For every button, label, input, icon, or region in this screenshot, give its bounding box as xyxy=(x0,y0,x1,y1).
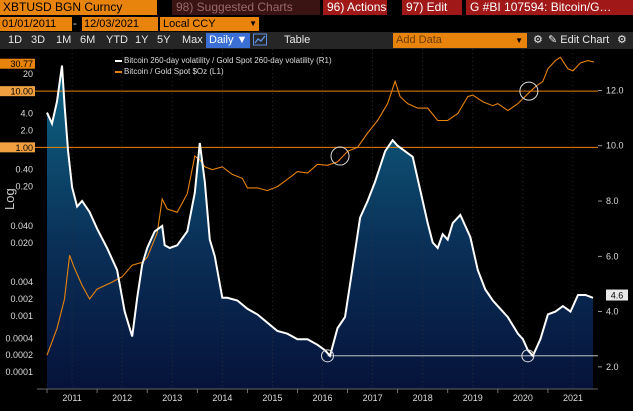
currency-select[interactable]: Local CCY ▼ xyxy=(160,17,259,31)
frequency-select[interactable]: Daily ▼ xyxy=(206,33,251,48)
title-bar: XBTUSD BGN Curncy 98) Suggested Charts 9… xyxy=(0,0,633,16)
annotation-circle xyxy=(521,349,535,363)
x-axis-tick-label: 2011 xyxy=(62,393,81,403)
settings-gear-icon[interactable]: ⚙ xyxy=(533,34,543,46)
currency-label: Local CCY xyxy=(163,18,216,30)
volatility-ratio-line xyxy=(46,65,594,358)
left-axis-tick: 0.0004 xyxy=(5,333,33,343)
chart-legend: Bitcoin 260-day volatility / Gold Spot 2… xyxy=(115,55,332,77)
legend-swatch-orange xyxy=(115,71,122,73)
left-axis-value-box xyxy=(0,58,35,69)
line-chart-icon[interactable] xyxy=(253,32,267,47)
right-axis-tick: 4.0 xyxy=(606,307,619,317)
frequency-label: Daily xyxy=(209,34,234,46)
annotation-circle xyxy=(330,146,350,166)
range-6m[interactable]: 6M xyxy=(80,34,96,46)
left-axis-label: Log xyxy=(2,188,17,210)
edit-chart-button[interactable]: ✎ Edit Chart xyxy=(548,33,609,48)
left-axis-tick: 0.040 xyxy=(10,221,33,231)
left-axis-tick: 0.001 xyxy=(10,311,33,321)
left-axis-tick: 0.40 xyxy=(15,165,33,175)
range-1d[interactable]: 1D xyxy=(8,34,23,46)
annotation-circle xyxy=(519,81,539,101)
security-field[interactable]: XBTUSD BGN Curncy xyxy=(0,0,157,15)
annotation-circle xyxy=(321,349,335,363)
add-data-input[interactable]: Add Data ▼ xyxy=(393,33,527,48)
edit-chart-label: Edit Chart xyxy=(560,34,610,46)
chart-panel: 20 4.0 2.0 0.40 0.20 0.040 0.020 0.004 0.002 0.00… xyxy=(0,49,633,406)
legend-label: Bitcoin 260-day volatility / Gold Spot 2… xyxy=(124,56,332,65)
x-axis-tick-label: 2015 xyxy=(262,393,282,403)
toolbar: 1D 3D 1M 6M YTD 1Y 5Y Max Daily ▼ Table … xyxy=(0,32,633,49)
range-ytd[interactable]: YTD xyxy=(106,34,128,46)
left-axis-value-box xyxy=(0,142,35,153)
chevron-down-icon: ▼ xyxy=(249,19,257,28)
end-date-input[interactable]: 12/03/2021 xyxy=(82,17,158,31)
range-3d[interactable]: 3D xyxy=(31,34,46,46)
edit-button[interactable]: 97) Edit xyxy=(402,0,462,15)
left-axis-tick: 0.0001 xyxy=(5,367,33,377)
pencil-icon: ✎ xyxy=(548,34,558,46)
right-last-value-box xyxy=(606,289,628,301)
x-axis-tick-label: 2017 xyxy=(363,393,383,403)
right-axis-tick: 10.0 xyxy=(606,141,624,151)
range-max[interactable]: Max xyxy=(182,34,203,46)
legend-item-volatility[interactable]: Bitcoin 260-day volatility / Gold Spot 2… xyxy=(115,55,332,66)
x-axis-tick-label: 2018 xyxy=(413,393,433,403)
gear-icon[interactable]: ⚙ xyxy=(617,34,627,46)
legend-item-ratio[interactable]: Bitcoin / Gold Spot $Oz (L1) xyxy=(115,66,332,77)
x-axis-tick-label: 2016 xyxy=(312,393,332,403)
range-5y[interactable]: 5Y xyxy=(157,34,171,46)
left-axis-tick: 0.004 xyxy=(10,277,33,287)
left-axis-value-label: 10.00 xyxy=(10,87,33,97)
range-1m[interactable]: 1M xyxy=(56,34,72,46)
left-axis-tick: 0.002 xyxy=(10,294,33,304)
btc-gold-ratio-line xyxy=(46,56,595,356)
left-axis-tick: 0.0002 xyxy=(5,350,33,360)
date-separator: - xyxy=(73,18,77,30)
left-axis-tick: 4.0 xyxy=(20,109,33,119)
x-axis-tick-label: 2020 xyxy=(513,393,533,403)
right-axis-tick: 12.0 xyxy=(606,85,624,95)
left-axis-tick: 20 xyxy=(23,69,33,79)
table-button[interactable]: Table xyxy=(284,34,311,46)
x-axis-tick-label: 2014 xyxy=(212,393,232,403)
left-axis-tick: 2.0 xyxy=(20,125,33,135)
range-1y[interactable]: 1Y xyxy=(135,34,149,46)
right-axis-tick: 6.0 xyxy=(606,251,619,261)
left-axis-value-label: 1.00 xyxy=(15,143,33,153)
x-axis-tick-label: 2021 xyxy=(563,393,583,403)
volatility-area xyxy=(47,65,593,389)
actions-button[interactable]: 96) Actions xyxy=(323,0,387,15)
chart-canvas[interactable]: 20 4.0 2.0 0.40 0.20 0.040 0.020 0.004 0.002 0.00… xyxy=(0,49,633,406)
legend-label: Bitcoin / Gold Spot $Oz (L1) xyxy=(124,67,224,76)
start-date-input[interactable]: 01/01/2011 xyxy=(0,17,72,31)
left-axis-tick: 0.20 xyxy=(15,182,33,192)
x-axis-tick-label: 2012 xyxy=(112,393,132,403)
suggested-charts-button[interactable]: 98) Suggested Charts xyxy=(172,0,320,15)
add-data-placeholder: Add Data xyxy=(396,34,442,46)
x-axis-tick-label: 2019 xyxy=(463,393,483,403)
left-axis-value-label: 30.77 xyxy=(10,59,33,69)
chevron-down-icon: ▼ xyxy=(515,36,523,45)
right-last-value-label: 4.6 xyxy=(611,291,624,301)
legend-swatch-white xyxy=(115,60,122,62)
chart-title-button[interactable]: G #BI 107594: Bitcoin/G… xyxy=(466,0,633,15)
right-axis-tick: 8.0 xyxy=(606,196,619,206)
date-bar: 01/01/2011 - 12/03/2021 Local CCY ▼ xyxy=(0,16,633,32)
left-axis-tick: 0.020 xyxy=(10,238,33,248)
right-axis-tick: 2.0 xyxy=(606,362,619,372)
x-axis-tick-label: 2013 xyxy=(162,393,182,403)
left-axis-value-box xyxy=(0,86,35,97)
